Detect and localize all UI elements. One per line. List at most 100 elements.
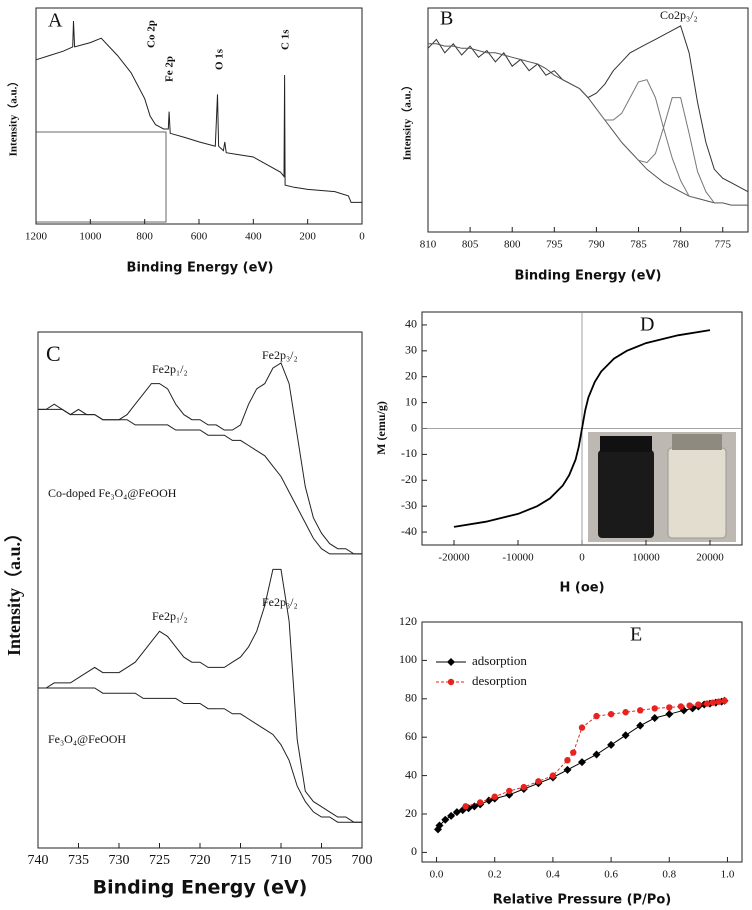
data-point: [570, 749, 577, 756]
data-point: [607, 710, 615, 718]
panel-label: C: [46, 341, 61, 366]
data-point: [703, 700, 711, 707]
data-point: [709, 699, 717, 706]
annotation: Co 2p: [146, 20, 158, 48]
data-point: [441, 815, 450, 824]
annotation: Fe2p₃/₂: [262, 595, 298, 609]
data-point: [636, 707, 644, 714]
x-tick-label: 810: [420, 239, 437, 251]
x-tick-label: 780: [672, 239, 689, 251]
series-line: [38, 362, 362, 555]
x-tick-label: 790: [588, 239, 605, 251]
data-point: [506, 787, 513, 795]
data-point: [520, 783, 528, 791]
y-tick-label: -10: [401, 446, 417, 460]
annotation: Fe2p₃/₂: [262, 348, 298, 362]
y-tick-label: 40: [405, 317, 417, 331]
series-line: [38, 568, 362, 823]
plot-frame: [421, 621, 743, 863]
annotation: O 1s: [214, 48, 226, 70]
x-tick-label: -20000: [438, 552, 470, 564]
data-point: [578, 724, 586, 731]
series-line: [465, 700, 725, 807]
x-tick-label: 0: [359, 231, 365, 243]
inset-photo: [588, 432, 736, 542]
y-axis-label: Intensity（a.u.）: [4, 524, 24, 656]
data-point: [695, 701, 702, 708]
data-point: [721, 697, 728, 704]
panel-label: D: [640, 314, 654, 336]
x-tick-label: 0.0: [430, 869, 444, 881]
x-tick-label: 0.8: [662, 869, 676, 881]
y-tick-label: 30: [405, 343, 417, 357]
y-tick-label: 20: [405, 368, 417, 382]
legend-marker: [447, 678, 455, 686]
x-tick-label: 0.6: [604, 869, 618, 881]
annotation: Co2p₃/₂: [660, 8, 698, 22]
x-tick-label: 1200: [25, 231, 48, 243]
x-tick-label: 700: [352, 853, 373, 868]
x-tick-label: 200: [299, 231, 316, 243]
x-tick-label: 735: [68, 853, 89, 868]
data-point: [666, 704, 673, 711]
x-tick-label: 785: [630, 239, 647, 251]
x-tick-label: 600: [191, 231, 208, 243]
annotation: Fe2p₁/₂: [152, 362, 188, 376]
series-line: [428, 43, 748, 206]
x-axis-label: Binding Energy (eV): [127, 261, 274, 276]
x-tick-label: 0.2: [488, 869, 502, 881]
x-tick-label: 0: [579, 552, 585, 564]
x-tick-label: 805: [462, 239, 479, 251]
x-tick-label: 740: [28, 853, 49, 868]
x-tick-label: 0.4: [546, 869, 560, 881]
data-point: [476, 799, 484, 806]
data-point: [462, 803, 469, 810]
x-tick-label: 715: [230, 853, 251, 868]
x-axis-label: Binding Energy (eV): [515, 269, 662, 284]
y-tick-label: 40: [405, 767, 417, 781]
x-tick-label: 20000: [696, 552, 724, 564]
data-point: [435, 821, 444, 830]
x-axis-label: Relative Pressure (P/Po): [493, 893, 671, 908]
y-axis-label: Intensity（a.u.）: [401, 80, 414, 161]
data-point: [447, 811, 456, 820]
data-point: [665, 710, 674, 719]
data-point: [650, 714, 659, 722]
plot-frame: [427, 7, 749, 233]
y-tick-label: 0: [411, 844, 417, 858]
data-point: [593, 712, 600, 720]
series-line: [38, 408, 362, 555]
panel-label: A: [48, 10, 63, 32]
series-line: [35, 20, 362, 203]
x-tick-label: 1.0: [721, 869, 735, 881]
panel-label: E: [630, 624, 642, 646]
annotation: Co-doped Fe₃O₄@FeOOH: [48, 486, 177, 500]
x-tick-label: 730: [109, 853, 130, 868]
data-point: [564, 757, 571, 764]
data-point: [592, 750, 601, 759]
series-line: [453, 329, 711, 528]
plot-frame: [35, 7, 363, 225]
x-tick-label: 800: [136, 231, 153, 243]
data-point: [686, 702, 693, 709]
data-point: [621, 731, 630, 740]
x-tick-label: 710: [271, 853, 292, 868]
x-tick-label: 800: [504, 239, 521, 251]
annotation: Fe 2p: [164, 56, 176, 82]
y-tick-label: 120: [399, 614, 417, 628]
x-axis-label: Binding Energy (eV): [93, 877, 308, 899]
x-tick-label: 725: [149, 853, 170, 868]
y-tick-label: 0: [411, 420, 417, 434]
legend-label: desorption: [472, 673, 527, 688]
plot-frame: [37, 331, 363, 849]
y-tick-label: 60: [405, 729, 417, 743]
y-tick-label: 10: [405, 394, 417, 408]
x-tick-label: 720: [190, 853, 211, 868]
y-tick-label: 100: [399, 652, 417, 666]
x-tick-label: 1000: [79, 231, 102, 243]
y-axis-label: Intensity（a.u.）: [7, 76, 20, 157]
data-point: [677, 703, 685, 710]
data-point: [651, 705, 658, 712]
inset-box: [35, 131, 167, 223]
